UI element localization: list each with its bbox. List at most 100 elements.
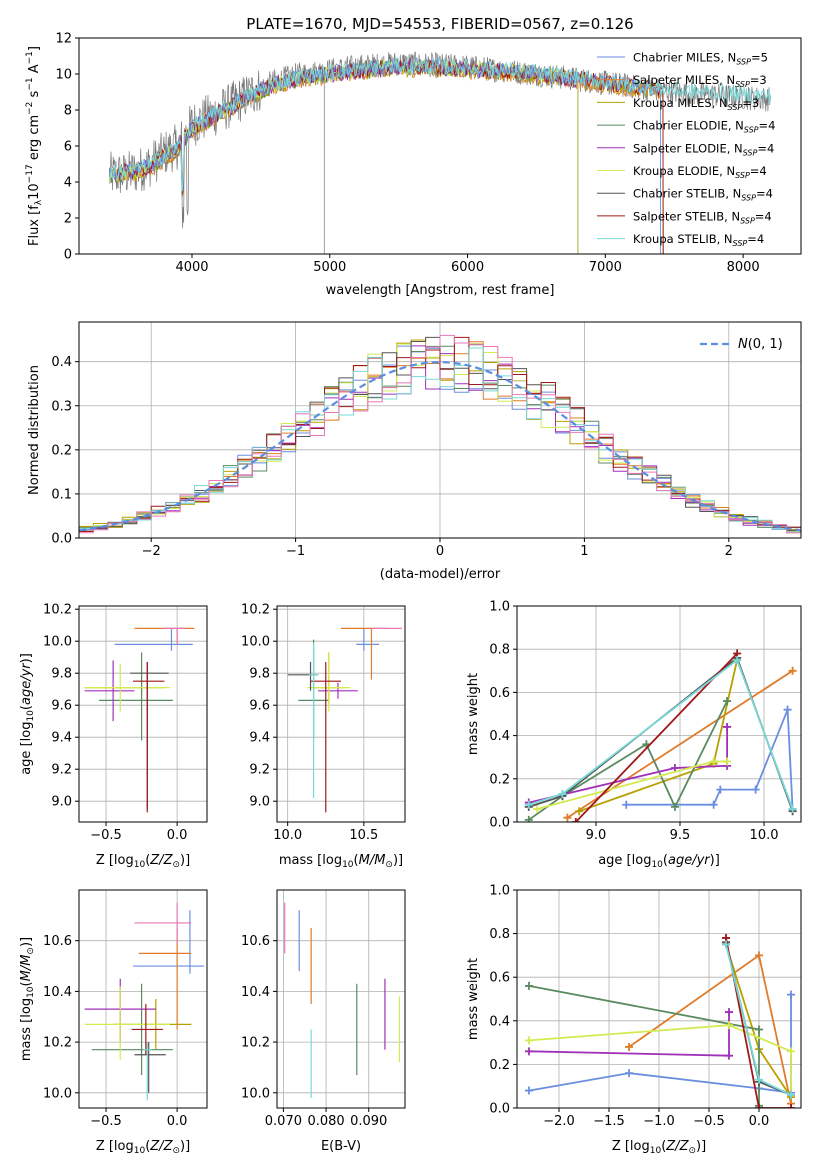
weight-marker <box>755 951 763 960</box>
axis-label-x: E(B-V) <box>321 1139 361 1154</box>
weight-marker <box>525 1047 533 1056</box>
label-part: Chabrier STELIB, N <box>633 187 741 201</box>
weight-marker <box>525 981 533 990</box>
label-part: mass weight <box>466 673 481 755</box>
label-part: 10 <box>26 710 36 722</box>
label-part: Z/Z <box>149 1139 173 1154</box>
label-part: 10 <box>134 1146 146 1156</box>
tick-label-y: 0.0 <box>51 532 72 547</box>
axis-label-y: Normed distribution <box>27 365 42 495</box>
label-part: )] <box>180 1139 190 1154</box>
weight-marker <box>575 807 584 816</box>
label-part: Normed distribution <box>27 365 42 495</box>
label-part: ( <box>145 853 150 868</box>
tick-label-y: 10.2 <box>43 603 72 618</box>
tick-label-x: −0.5 <box>90 828 122 843</box>
label-part: age/yr <box>668 853 711 868</box>
tick-label-y: 1.0 <box>489 600 510 615</box>
weight-marker <box>625 1069 633 1078</box>
tick-label-x: −1.5 <box>593 1114 625 1129</box>
weight-series-line <box>528 1024 792 1095</box>
label-part: Kroupa ELODIE, N <box>633 164 735 178</box>
tick-label-y: 10.4 <box>241 985 270 1000</box>
axes-age_vs_mass: 10.0 10.5 9.0 9.2 9.4 9.6 9.8 10.0 10.2 mass [log… <box>241 603 406 870</box>
axis-label-x: mass [log10(M/M⊙)] <box>279 853 403 870</box>
model-spectrum-line <box>108 59 579 254</box>
tick-label-y: 9.6 <box>249 699 270 714</box>
tick-label-y: 10.0 <box>43 1086 72 1101</box>
axes-frame: −2.0 −1.5 −1.0 −0.5 0.0 0.0 0.2 0.4 0.6 0.8 1.0 Z [… <box>466 884 802 1156</box>
label-part: =4 <box>755 209 772 223</box>
label-part: =4 <box>759 119 776 133</box>
weight-series-line <box>528 727 728 804</box>
axes-mass_vs_Z: −0.5 0.010.010.210.410.6Z [log10(Z/Z⊙)]ma… <box>19 889 208 1156</box>
label-part: Z/Z <box>149 853 173 868</box>
axes-box <box>276 889 406 1109</box>
label-part: ] <box>27 46 42 51</box>
weight-marker <box>670 764 679 772</box>
legend-entry: Chabrier MILES, NSSP=5 <box>633 51 768 67</box>
weight-marker <box>787 990 795 999</box>
tick-label-x: 10.0 <box>273 828 302 843</box>
model-spectrum-line <box>108 59 579 254</box>
label-part: A <box>27 64 42 77</box>
tick-label-x: 0.070 <box>265 1114 302 1129</box>
tick-label-y: 9.2 <box>249 763 270 778</box>
tick-label-y: 0.1 <box>51 487 72 502</box>
weight-marker <box>722 940 730 949</box>
tick-label-y: 0.4 <box>489 729 510 744</box>
tick-label-x: −0.5 <box>693 1114 725 1129</box>
legend-entry: N(0, 1) <box>738 337 783 352</box>
weight-marker <box>533 805 542 814</box>
tick-label-y: 9.8 <box>51 667 72 682</box>
label-part: s <box>27 90 42 101</box>
tick-label-y: 10.2 <box>241 1036 270 1051</box>
axis-label-x: wavelength [Angstrom, rest frame] <box>326 283 555 298</box>
weight-marker <box>787 1090 795 1099</box>
label-part: (0, 1) <box>748 337 783 352</box>
label-part: SSP <box>728 103 743 112</box>
label-part: SSP <box>740 216 755 225</box>
label-part: −1 <box>25 77 35 90</box>
tick-label-x: 0 <box>436 544 444 559</box>
tick-label-x: 10.5 <box>349 828 378 843</box>
label-part: )] <box>696 1139 706 1154</box>
tick-label-x: 0.0 <box>167 1114 188 1129</box>
label-part: erg cm <box>27 115 42 164</box>
tick-label-x: −1 <box>286 544 305 559</box>
model-spectrum-line <box>115 57 664 254</box>
tick-label-x: 10.0 <box>750 828 779 843</box>
axes-frame: −2 −1 0 1 2 0.0 0.1 0.2 0.3 0.4 (data-model)/error… <box>27 321 802 582</box>
tick-label-y: 9.0 <box>51 795 72 810</box>
tick-label-x: 7000 <box>589 260 622 275</box>
tick-label-y: 12 <box>55 32 72 47</box>
weight-series-line <box>628 953 792 1104</box>
label-part: ( <box>145 1139 150 1154</box>
tick-label-x: 9.0 <box>586 828 607 843</box>
tick-label-x: −2 <box>142 544 161 559</box>
axes-mass_vs_EBV: 0.070 0.080 0.090 10.0 10.2 10.4 10.6 E(B-V) <box>241 889 406 1154</box>
plot-area <box>524 649 797 822</box>
histogram-step <box>79 336 801 532</box>
label-part: Salpeter STELIB, N <box>633 209 740 223</box>
tick-label-y: 9.0 <box>249 795 270 810</box>
label-part: =5 <box>751 51 768 65</box>
label-part: ( <box>19 705 34 710</box>
label-part: −1 <box>25 51 35 64</box>
tick-label-y: 6 <box>64 140 72 155</box>
tick-label-y: 10.0 <box>241 635 270 650</box>
label-part: SSP <box>743 148 758 157</box>
tick-label-y: 8 <box>64 104 72 119</box>
label-part: )] <box>710 853 720 868</box>
label-part: SSP <box>735 80 750 89</box>
axis-label-x: Z [log10(Z/Z⊙)] <box>612 1139 706 1156</box>
axis-label-x: age [log10(age/yr)] <box>598 853 720 870</box>
axes-weight_vs_age: 9.0 9.5 10.0 0.0 0.2 0.4 0.6 0.8 1.0 age [log10(a… <box>466 600 802 870</box>
axis-label-y: Flux [fλ10−17 erg cm−2 s−1 A−1] <box>25 46 44 246</box>
label-part: Z [log <box>96 1139 134 1154</box>
weight-marker <box>725 1008 733 1017</box>
gaussian-curve <box>79 360 801 532</box>
weight-marker <box>733 656 742 664</box>
